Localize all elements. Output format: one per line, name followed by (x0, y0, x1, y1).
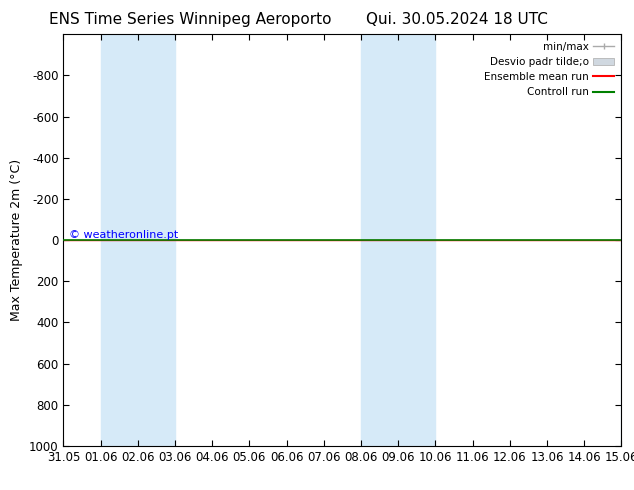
Legend: min/max, Desvio padr tilde;o, Ensemble mean run, Controll run: min/max, Desvio padr tilde;o, Ensemble m… (482, 40, 616, 99)
Text: Qui. 30.05.2024 18 UTC: Qui. 30.05.2024 18 UTC (366, 12, 547, 27)
Bar (398, 34, 436, 446)
Text: ENS Time Series Winnipeg Aeroporto: ENS Time Series Winnipeg Aeroporto (49, 12, 332, 27)
Text: © weatheronline.pt: © weatheronline.pt (69, 230, 178, 240)
Y-axis label: Max Temperature 2m (°C): Max Temperature 2m (°C) (10, 159, 23, 321)
Bar (138, 34, 175, 446)
Bar (361, 34, 398, 446)
Bar (101, 34, 138, 446)
Bar (621, 34, 634, 446)
